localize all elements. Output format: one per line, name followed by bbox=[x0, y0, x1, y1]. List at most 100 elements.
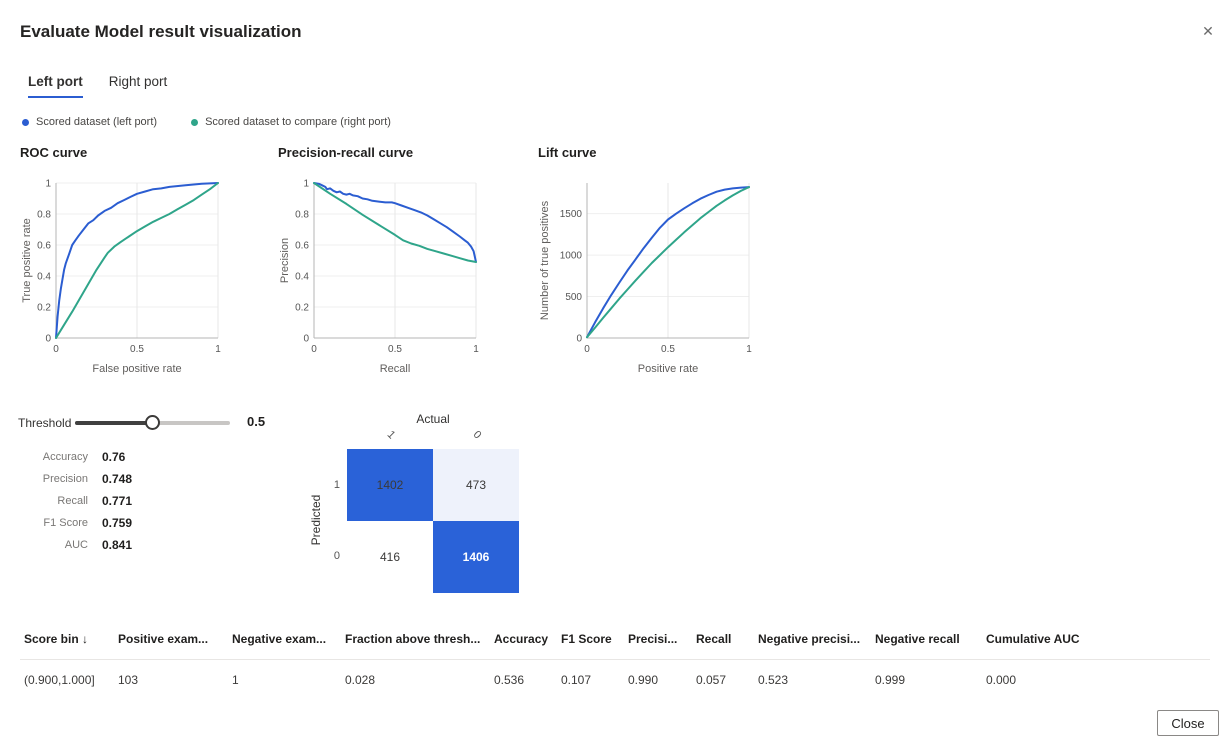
svg-text:0: 0 bbox=[576, 334, 582, 345]
table-cell: 0.000 bbox=[986, 673, 1017, 687]
svg-text:0.6: 0.6 bbox=[295, 241, 309, 252]
metric-value-precision: 0.748 bbox=[102, 472, 133, 486]
threshold-slider-knob[interactable] bbox=[145, 415, 160, 430]
metrics-panel: Accuracy 0.76 Precision 0.748 Recall 0.7… bbox=[20, 451, 154, 552]
legend-dot-blue-icon bbox=[22, 118, 29, 126]
metric-value-accuracy: 0.76 bbox=[102, 450, 126, 464]
confusion-matrix-col-label-0: 0 bbox=[470, 428, 484, 442]
svg-text:1: 1 bbox=[303, 179, 309, 190]
table-cell: 0.057 bbox=[696, 673, 727, 687]
legend-dot-green-icon bbox=[191, 118, 199, 126]
threshold-label: Threshold bbox=[18, 416, 72, 430]
roc-curve-chart: ROC curve 0 0.5 1 0 0.2 0.4 0.6 0.8 1 False posit… bbox=[20, 145, 260, 380]
svg-text:1: 1 bbox=[746, 344, 752, 355]
svg-text:1500: 1500 bbox=[560, 209, 583, 220]
threshold-slider[interactable] bbox=[75, 415, 230, 430]
precision-recall-plot: 0 0.5 1 0 0.2 0.4 0.6 0.8 1 Recall Precision bbox=[279, 179, 479, 376]
metric-value-recall: 0.771 bbox=[102, 494, 133, 508]
table-cell: 0.536 bbox=[494, 673, 525, 687]
table-row: (0.900,1.000] 103 1 0.028 0.536 0.107 0.990 0.0… bbox=[24, 673, 1116, 687]
metric-value-auc: 0.841 bbox=[102, 538, 133, 552]
svg-text:0: 0 bbox=[303, 334, 309, 345]
confusion-matrix-cell-fn: 416 bbox=[347, 521, 433, 593]
svg-text:0.4: 0.4 bbox=[37, 272, 51, 283]
column-header[interactable]: Positive exam... bbox=[118, 632, 209, 646]
dataset-legend: Scored dataset (left port) Scored datase… bbox=[22, 116, 391, 128]
svg-text:1: 1 bbox=[45, 179, 51, 190]
precision-recall-chart: Precision-recall curve 0 0.5 1 0 0.2 0.4 0.6 0.… bbox=[278, 145, 518, 380]
table-cell: 0.107 bbox=[561, 673, 592, 687]
confusion-matrix-cell-fp: 473 bbox=[433, 449, 519, 521]
metric-label-precision: Precision bbox=[42, 473, 88, 485]
svg-text:Positive rate: Positive rate bbox=[638, 363, 699, 375]
column-header[interactable]: Negative precisi... bbox=[758, 632, 861, 646]
close-icon[interactable]: ✕ bbox=[1197, 20, 1219, 42]
table-cell: 1 bbox=[232, 673, 239, 687]
svg-text:0: 0 bbox=[584, 344, 590, 355]
svg-text:0.5: 0.5 bbox=[661, 344, 675, 355]
svg-text:True positive rate: True positive rate bbox=[21, 218, 33, 303]
svg-text:0: 0 bbox=[53, 344, 59, 355]
svg-text:0.8: 0.8 bbox=[37, 210, 51, 221]
lift-curve-chart: Lift curve 0 0.5 1 0 500 1000 1500 Positive rat… bbox=[538, 145, 778, 380]
confusion-matrix-actual-title: Actual bbox=[416, 412, 450, 426]
column-header[interactable]: Fraction above thresh... bbox=[345, 632, 481, 646]
svg-text:Number of true positives: Number of true positives bbox=[539, 200, 551, 320]
tab-right-port[interactable]: Right port bbox=[108, 74, 168, 89]
svg-text:0.4: 0.4 bbox=[295, 272, 309, 283]
svg-text:Recall: Recall bbox=[380, 363, 411, 375]
metric-label-f1: F1 Score bbox=[43, 517, 88, 529]
confusion-matrix-cell-tn: 1406 bbox=[433, 521, 519, 593]
tab-left-port[interactable]: Left port bbox=[28, 74, 83, 98]
legend-item-left-port: Scored dataset (left port) bbox=[22, 116, 157, 128]
confusion-matrix-predicted-title: Predicted bbox=[309, 494, 323, 546]
legend-item-right-port: Scored dataset to compare (right port) bbox=[191, 116, 391, 128]
metric-label-accuracy: Accuracy bbox=[42, 451, 88, 463]
column-header[interactable]: Cumulative AUC bbox=[986, 632, 1080, 646]
table-cell: 0.999 bbox=[875, 673, 906, 687]
confusion-matrix-row-label-1: 1 bbox=[333, 479, 340, 491]
svg-text:0.8: 0.8 bbox=[295, 210, 309, 221]
column-header[interactable]: Negative exam... bbox=[232, 632, 327, 646]
table-cell: (0.900,1.000] bbox=[24, 673, 95, 687]
legend-label: Scored dataset to compare (right port) bbox=[205, 116, 391, 128]
svg-text:0.5: 0.5 bbox=[388, 344, 402, 355]
svg-text:0.2: 0.2 bbox=[37, 303, 51, 314]
svg-text:0: 0 bbox=[45, 334, 51, 345]
svg-text:500: 500 bbox=[565, 292, 582, 303]
column-header[interactable]: Recall bbox=[696, 632, 732, 646]
column-header[interactable]: Precisi... bbox=[628, 632, 678, 646]
column-header[interactable]: Negative recall bbox=[875, 632, 960, 646]
svg-text:Precision: Precision bbox=[279, 238, 291, 283]
confusion-matrix-cell-tp: 1402 bbox=[347, 449, 433, 521]
svg-text:1: 1 bbox=[215, 344, 221, 355]
page-title: Evaluate Model result visualization bbox=[20, 22, 302, 41]
port-tabs: Left port Right port bbox=[28, 74, 167, 98]
column-header[interactable]: Accuracy bbox=[494, 632, 549, 646]
roc-curve-plot: 0 0.5 1 0 0.2 0.4 0.6 0.8 1 False positive rate Tr… bbox=[21, 179, 221, 376]
table-cell: 103 bbox=[118, 673, 139, 687]
confusion-matrix: 1402 473 416 1406 bbox=[347, 449, 519, 593]
svg-text:1: 1 bbox=[473, 344, 479, 355]
chart-title: ROC curve bbox=[20, 145, 88, 160]
metric-label-auc: AUC bbox=[64, 539, 88, 551]
svg-text:0: 0 bbox=[311, 344, 317, 355]
table-cell: 0.523 bbox=[758, 673, 789, 687]
svg-text:0.6: 0.6 bbox=[37, 241, 51, 252]
metric-value-f1: 0.759 bbox=[102, 516, 133, 530]
chart-title: Lift curve bbox=[538, 145, 597, 160]
threshold-slider-fill bbox=[75, 421, 153, 425]
svg-text:0.2: 0.2 bbox=[295, 303, 309, 314]
confusion-matrix-col-label-1: 1 bbox=[384, 428, 398, 442]
threshold-value: 0.5 bbox=[247, 414, 266, 429]
column-header[interactable]: F1 Score bbox=[561, 632, 612, 646]
column-header[interactable]: Score bin ↓ bbox=[24, 632, 89, 646]
table-cell: 0.028 bbox=[345, 673, 376, 687]
score-bin-table-header: Score bin ↓ Positive exam... Negative exam… bbox=[24, 632, 1116, 646]
close-button[interactable]: Close bbox=[1157, 710, 1219, 736]
metric-label-recall: Recall bbox=[57, 495, 88, 507]
table-cell: 0.990 bbox=[628, 673, 659, 687]
svg-text:0.5: 0.5 bbox=[130, 344, 144, 355]
confusion-matrix-row-label-0: 0 bbox=[333, 550, 340, 562]
